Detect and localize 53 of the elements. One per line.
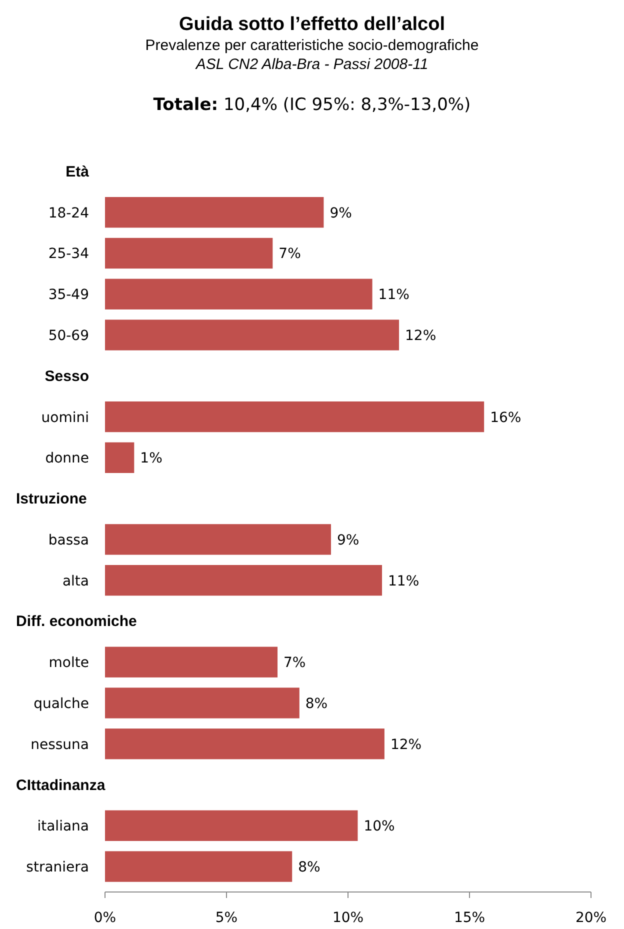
text: Totale: 10,4% (IC 95%: 8,3%-13,0%) xyxy=(153,95,471,115)
data-label: 12% xyxy=(405,328,436,344)
bar xyxy=(105,320,400,350)
bar xyxy=(105,238,273,269)
chart-title: Guida sotto l’effetto dell’alcol xyxy=(178,14,446,35)
data-label: 7% xyxy=(284,655,306,672)
y-tick-label: CIttadinanza xyxy=(16,776,106,794)
data-label: 9% xyxy=(330,205,352,222)
y-tick-label: 50-69 xyxy=(48,328,89,344)
y-tick-label: nessuna xyxy=(30,736,89,753)
y-tick-label: bassa xyxy=(48,532,89,548)
chart-subtitle: Prevalenze per caratteristiche socio-demografiche xyxy=(145,37,479,54)
y-tick-label: qualche xyxy=(34,696,89,712)
bar xyxy=(105,810,358,841)
data-label: 8% xyxy=(305,696,328,712)
x-tick-label: 0% xyxy=(94,910,116,926)
y-tick-label: 18-24 xyxy=(48,205,90,222)
y-tick-label: Istruzione xyxy=(16,490,87,508)
data-label: 7% xyxy=(278,246,301,262)
bar xyxy=(105,851,292,882)
bar xyxy=(105,197,324,228)
y-tick-label: Età xyxy=(66,163,90,180)
y-tick-label: 25-34 xyxy=(48,246,90,262)
x-tick-label: 20% xyxy=(575,910,607,926)
x-tick-label: 5% xyxy=(215,910,238,926)
bar xyxy=(105,688,300,718)
data-label: 8% xyxy=(298,860,320,876)
data-label: 1% xyxy=(140,450,162,467)
bar xyxy=(105,564,382,596)
x-tick-label: 10% xyxy=(332,910,364,926)
y-tick-label: molte xyxy=(48,655,89,672)
data-label: 10% xyxy=(364,818,395,835)
y-tick-label: Diff. economiche xyxy=(16,613,137,630)
y-tick-label: alta xyxy=(62,573,89,590)
data-label: 11% xyxy=(378,287,410,304)
bar xyxy=(105,401,484,432)
bar xyxy=(105,524,331,555)
y-tick-label: italiana xyxy=(37,818,89,835)
y-tick-label: donne xyxy=(45,450,89,467)
bar xyxy=(105,646,278,678)
y-tick-label: straniera xyxy=(26,860,89,876)
data-label: 9% xyxy=(336,532,360,548)
data-label: 16% xyxy=(490,410,522,426)
y-tick-label: uomini xyxy=(41,410,89,426)
data-label: 11% xyxy=(388,573,420,590)
bar xyxy=(105,442,134,474)
bar xyxy=(105,278,372,310)
data-label: 12% xyxy=(390,736,422,753)
x-tick-label: 15% xyxy=(454,910,486,926)
y-tick-label: 35-49 xyxy=(48,287,89,304)
y-tick-label: Sesso xyxy=(44,368,89,385)
bar xyxy=(105,728,384,760)
text: ASL CN2 Alba-Bra - Passi 2008-11 xyxy=(194,56,428,73)
